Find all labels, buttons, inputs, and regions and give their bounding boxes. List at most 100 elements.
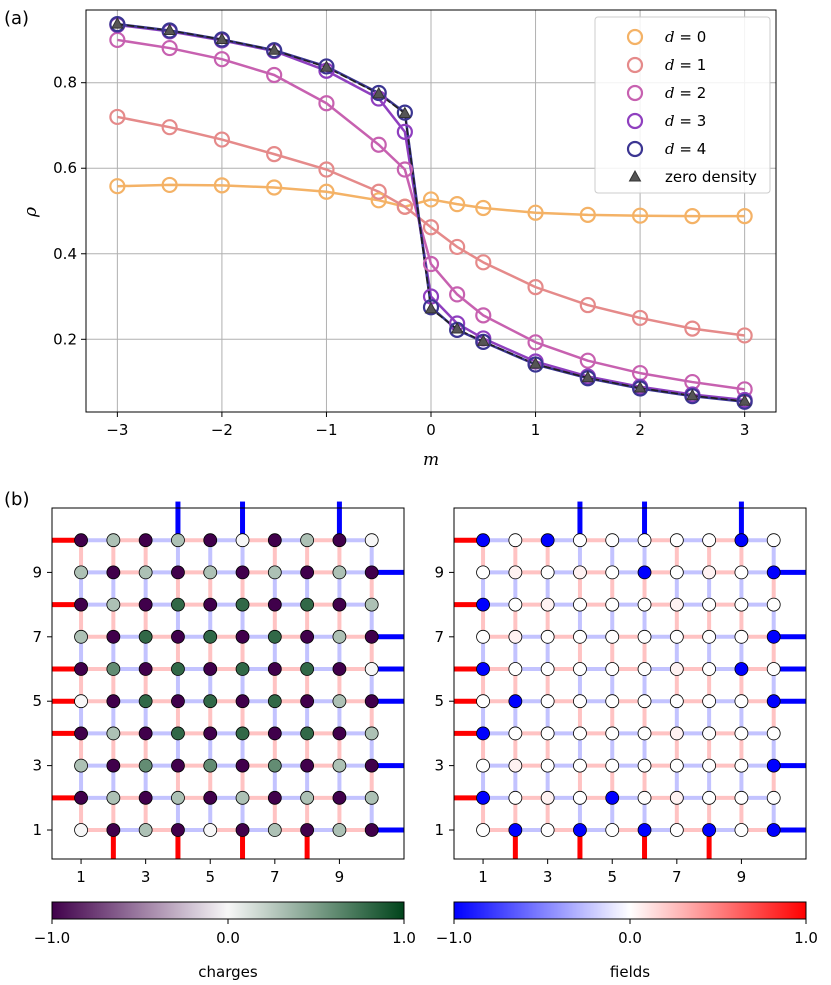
- lattice-site: [637, 629, 652, 644]
- legend-label-variable: d: [665, 28, 675, 46]
- y-tick-label: 3: [434, 757, 444, 775]
- lattice-site: [637, 597, 652, 612]
- lattice-site: [332, 629, 347, 644]
- data-point: [370, 192, 387, 209]
- lattice-site: [637, 823, 652, 837]
- y-tick-label: 1: [32, 821, 42, 839]
- lattice-site: [605, 694, 620, 709]
- lattice-site: [702, 758, 717, 773]
- lattice-site: [508, 726, 523, 741]
- fields-lattice-frame: [453, 507, 807, 860]
- lattice-site: [540, 758, 555, 773]
- lattice-site: [235, 758, 250, 773]
- data-point-triangle: [476, 334, 490, 346]
- lattice-site: [605, 758, 620, 773]
- lattice-site: [74, 597, 88, 612]
- lattice-site: [364, 597, 379, 612]
- series-line-1: [117, 115, 745, 337]
- x-tick-label: 1: [478, 868, 488, 886]
- lattice-site: [573, 533, 587, 548]
- data-point: [449, 286, 466, 303]
- data-point-triangle: [581, 370, 595, 383]
- lattice-site: [203, 629, 218, 644]
- lattice-site: [74, 726, 88, 741]
- lattice-site: [508, 790, 523, 805]
- lattice-site: [267, 533, 282, 548]
- lattice-site: [573, 694, 587, 709]
- lattice-site: [364, 694, 379, 709]
- lattice-site: [267, 565, 282, 580]
- lattice-site: [540, 565, 555, 580]
- legend-circle-marker: [626, 56, 644, 74]
- data-point: [161, 119, 178, 136]
- colorbar-tick-label: 0.0: [618, 929, 642, 947]
- lattice-site: [138, 662, 153, 676]
- lattice-site: [669, 662, 684, 676]
- fields-axis-ticks: 1 3 5 7 9 1 3 5 7 9: [434, 563, 746, 886]
- lattice-site: [605, 726, 620, 741]
- y-tick-label: 0.8: [53, 74, 77, 92]
- lattice-site: [106, 694, 121, 709]
- lattice-site: [766, 565, 781, 580]
- lattice-site: [300, 726, 315, 741]
- data-point: [109, 178, 126, 195]
- lattice-site: [267, 694, 282, 709]
- lattice-site: [540, 726, 555, 741]
- lattice-site: [171, 565, 185, 580]
- lattice-site: [171, 662, 185, 676]
- data-point: [631, 309, 649, 327]
- x-tick-label: 7: [270, 868, 280, 886]
- lattice-site: [605, 823, 620, 837]
- charges-lattice-frame: [51, 507, 405, 860]
- x-tick-label: 3: [740, 421, 750, 439]
- lattice-site: [138, 823, 153, 837]
- lattice-site: [235, 662, 250, 676]
- lattice-site: [74, 790, 88, 805]
- lattice-site: [669, 726, 684, 741]
- lattice-site: [203, 565, 218, 580]
- lattice-site: [332, 823, 347, 837]
- lattice-site: [106, 597, 121, 612]
- lattice-site: [267, 726, 282, 741]
- lattice-site: [734, 565, 749, 580]
- data-point: [213, 131, 231, 148]
- lattice-site: [702, 533, 717, 548]
- lattice-site: [106, 790, 121, 805]
- lattice-site: [573, 629, 587, 644]
- data-point: [161, 39, 178, 57]
- line-chart-panel: −3 −2 −1 0 1 2 3 0.20.40.60.8 m ρ d = 0d = 1d …: [21, 9, 777, 470]
- lattice-site: [364, 823, 379, 837]
- lattice-site: [300, 823, 315, 837]
- data-point-triangle: [320, 60, 333, 72]
- lattice-site: [476, 597, 490, 612]
- data-point: [396, 161, 413, 178]
- lattice-site: [766, 629, 781, 644]
- lattice-site: [540, 823, 555, 837]
- legend-box: [594, 16, 771, 194]
- lattice-site: [203, 662, 218, 676]
- data-point: [527, 279, 544, 296]
- data-point: [109, 108, 126, 126]
- x-axis-label: m: [423, 450, 439, 470]
- lattice-site: [267, 790, 282, 805]
- x-tick-label: 5: [205, 868, 215, 886]
- lattice-site: [669, 565, 684, 580]
- lattice-site: [300, 597, 315, 612]
- data-point: [684, 320, 701, 337]
- x-tick-label: 2: [635, 421, 645, 439]
- lattice-site: [364, 662, 379, 676]
- lattice-site: [573, 790, 587, 805]
- y-tick-label: 7: [32, 628, 42, 646]
- lattice-site: [138, 790, 153, 805]
- lattice-site: [235, 565, 250, 580]
- data-point: [370, 84, 387, 102]
- lattice-site: [364, 533, 379, 548]
- y-tick-label: 0.6: [53, 159, 77, 177]
- legend-triangle-marker: [628, 169, 642, 182]
- y-axis-label: ρ: [21, 207, 41, 218]
- lattice-site: [734, 758, 749, 773]
- data-point: [579, 206, 596, 223]
- lattice-site: [702, 662, 717, 676]
- data-point: [422, 191, 440, 208]
- lattice-site: [540, 662, 555, 676]
